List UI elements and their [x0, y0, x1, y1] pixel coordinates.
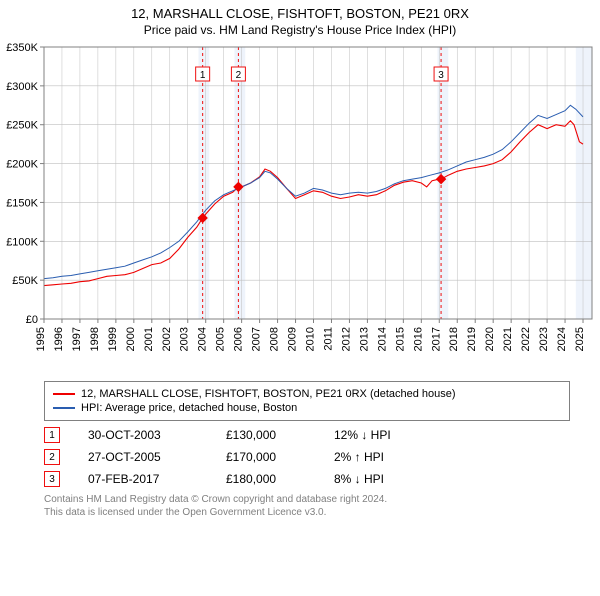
- svg-text:1: 1: [200, 70, 206, 81]
- event-marker: 2: [44, 449, 60, 465]
- svg-text:2008: 2008: [269, 327, 281, 351]
- svg-text:2009: 2009: [287, 327, 299, 351]
- svg-text:1997: 1997: [71, 327, 83, 351]
- svg-text:2000: 2000: [125, 327, 137, 351]
- svg-text:1999: 1999: [107, 327, 119, 351]
- svg-text:1996: 1996: [53, 327, 65, 351]
- event-price: £130,000: [226, 428, 306, 442]
- svg-text:2020: 2020: [484, 327, 496, 351]
- svg-text:2021: 2021: [502, 327, 514, 351]
- svg-text:£50K: £50K: [12, 275, 38, 287]
- svg-text:£250K: £250K: [6, 120, 38, 132]
- svg-text:2024: 2024: [556, 327, 568, 351]
- event-date: 30-OCT-2003: [88, 428, 198, 442]
- svg-text:2003: 2003: [179, 327, 191, 351]
- page-subtitle: Price paid vs. HM Land Registry's House …: [0, 23, 600, 37]
- event-date: 07-FEB-2017: [88, 472, 198, 486]
- svg-text:2018: 2018: [448, 327, 460, 351]
- footer-line-2: This data is licensed under the Open Gov…: [44, 506, 570, 519]
- svg-text:2012: 2012: [340, 327, 352, 351]
- event-delta: 8% ↓ HPI: [334, 472, 434, 486]
- legend-item: HPI: Average price, detached house, Bost…: [53, 402, 561, 414]
- legend-label: 12, MARSHALL CLOSE, FISHTOFT, BOSTON, PE…: [81, 388, 456, 400]
- event-delta: 2% ↑ HPI: [334, 450, 434, 464]
- svg-text:2004: 2004: [197, 327, 209, 351]
- svg-text:£350K: £350K: [6, 43, 38, 54]
- svg-text:2023: 2023: [538, 327, 550, 351]
- event-row: 3 07-FEB-2017 £180,000 8% ↓ HPI: [44, 471, 570, 487]
- svg-text:2011: 2011: [322, 327, 334, 351]
- svg-text:2016: 2016: [412, 327, 424, 351]
- svg-text:2: 2: [236, 70, 242, 81]
- svg-text:2014: 2014: [376, 327, 388, 351]
- svg-text:£150K: £150K: [6, 197, 38, 209]
- legend: 12, MARSHALL CLOSE, FISHTOFT, BOSTON, PE…: [44, 381, 570, 421]
- event-marker: 3: [44, 471, 60, 487]
- svg-text:3: 3: [438, 70, 444, 81]
- svg-text:2015: 2015: [394, 327, 406, 351]
- chart-container: £0 £50K £100K £150K £200K £250K £300K £350K 1995…: [0, 43, 600, 373]
- footer-line-1: Contains HM Land Registry data © Crown c…: [44, 493, 570, 506]
- event-marker: 1: [44, 427, 60, 443]
- event-price: £180,000: [226, 472, 306, 486]
- svg-text:2007: 2007: [251, 327, 263, 351]
- svg-text:2025: 2025: [574, 327, 586, 351]
- svg-text:2022: 2022: [520, 327, 532, 351]
- event-delta: 12% ↓ HPI: [334, 428, 434, 442]
- event-price: £170,000: [226, 450, 306, 464]
- svg-text:2013: 2013: [358, 327, 370, 351]
- svg-text:2006: 2006: [233, 327, 245, 351]
- svg-text:2019: 2019: [466, 327, 478, 351]
- legend-label: HPI: Average price, detached house, Bost…: [81, 402, 297, 414]
- svg-text:2001: 2001: [143, 327, 155, 351]
- legend-item: 12, MARSHALL CLOSE, FISHTOFT, BOSTON, PE…: [53, 388, 561, 400]
- svg-text:1995: 1995: [35, 327, 47, 351]
- attribution-footer: Contains HM Land Registry data © Crown c…: [44, 493, 570, 519]
- svg-text:£200K: £200K: [6, 159, 38, 171]
- svg-text:2005: 2005: [215, 327, 227, 351]
- event-row: 1 30-OCT-2003 £130,000 12% ↓ HPI: [44, 427, 570, 443]
- event-date: 27-OCT-2005: [88, 450, 198, 464]
- page-title: 12, MARSHALL CLOSE, FISHTOFT, BOSTON, PE…: [0, 6, 600, 21]
- svg-text:2010: 2010: [305, 327, 317, 351]
- legend-swatch: [53, 407, 75, 409]
- svg-text:2002: 2002: [161, 327, 173, 351]
- svg-text:2017: 2017: [430, 327, 442, 351]
- svg-text:1998: 1998: [89, 327, 101, 351]
- svg-text:£300K: £300K: [6, 81, 38, 93]
- event-row: 2 27-OCT-2005 £170,000 2% ↑ HPI: [44, 449, 570, 465]
- legend-swatch: [53, 393, 75, 395]
- svg-text:£0: £0: [26, 314, 38, 326]
- price-chart: £0 £50K £100K £150K £200K £250K £300K £350K 1995…: [0, 43, 600, 373]
- events-table: 1 30-OCT-2003 £130,000 12% ↓ HPI 2 27-OCT-200…: [44, 427, 570, 487]
- svg-text:£100K: £100K: [6, 236, 38, 248]
